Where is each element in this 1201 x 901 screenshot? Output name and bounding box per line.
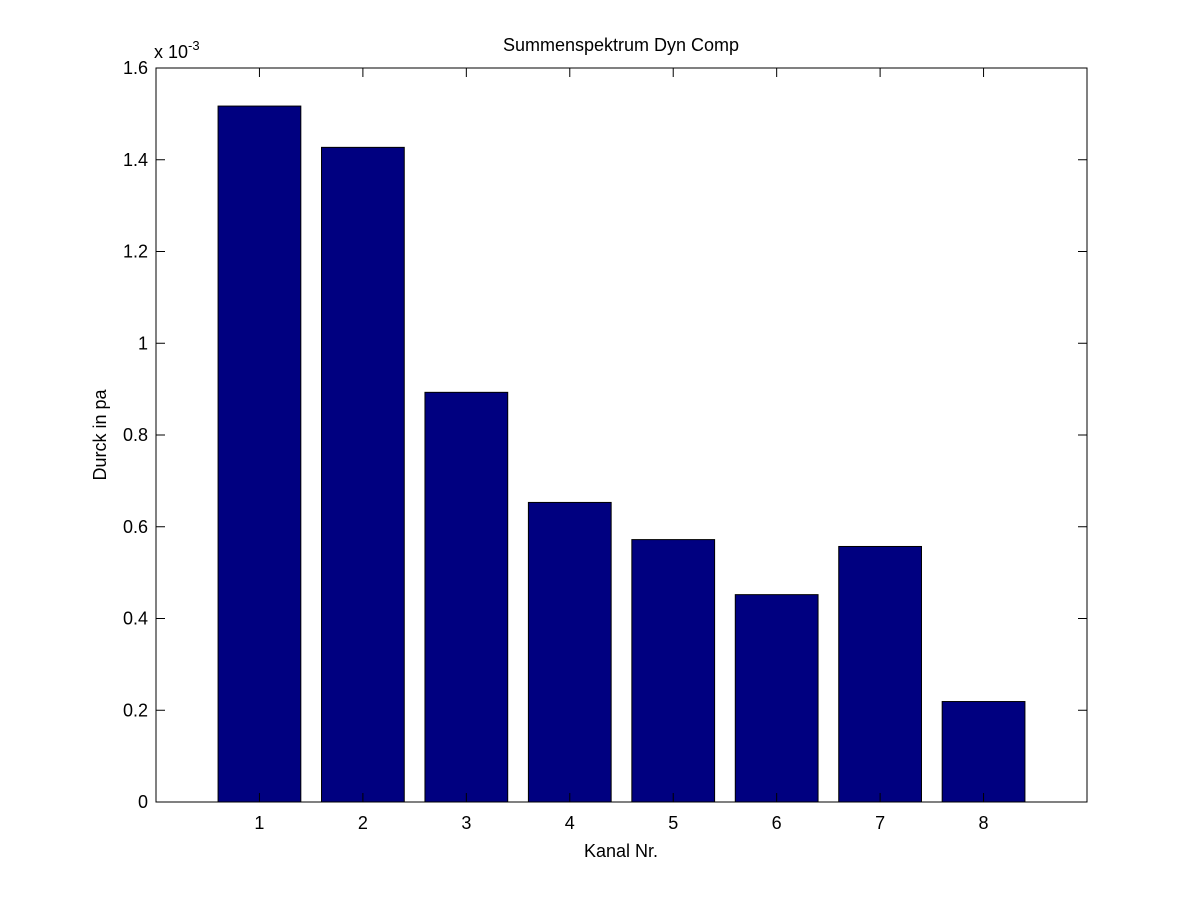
x-tick-label: 3	[461, 813, 471, 833]
x-tick-labels: 1 2 3 4 5 6 7 8	[254, 813, 988, 833]
bar-1	[217, 105, 302, 803]
y-tick-label: 1.4	[123, 150, 148, 170]
y-multiplier-exponent: -3	[188, 38, 200, 53]
x-tick-label: 6	[772, 813, 782, 833]
x-axis-label: Kanal Nr.	[584, 841, 658, 861]
bar-7	[838, 545, 922, 803]
bar-2	[321, 146, 405, 803]
bar-group	[217, 105, 1026, 803]
y-multiplier-base: x 10	[154, 42, 188, 62]
y-tick-label: 0.4	[123, 609, 148, 629]
bar-6	[734, 594, 819, 803]
bar-4	[527, 501, 612, 803]
x-tick-label: 1	[254, 813, 264, 833]
y-tick-label: 1.6	[123, 58, 148, 78]
y-tick-label: 0.8	[123, 425, 148, 445]
y-tick-label: 0.2	[123, 700, 148, 720]
bar-3	[424, 391, 509, 803]
x-tick-label: 8	[979, 813, 989, 833]
x-tick-label: 5	[668, 813, 678, 833]
y-tick-label: 0.6	[123, 517, 148, 537]
y-axis-label: Durck in pa	[90, 388, 110, 480]
y-tick-label: 1.2	[123, 242, 148, 262]
bar-5	[631, 539, 716, 803]
y-tick-label: 0	[138, 792, 148, 812]
x-tick-label: 7	[875, 813, 885, 833]
y-multiplier-label: x 10-3	[154, 38, 200, 62]
y-tick-label: 1	[138, 333, 148, 353]
x-tick-label: 4	[565, 813, 575, 833]
chart-title: Summenspektrum Dyn Comp	[503, 35, 739, 55]
axes-frame	[155, 67, 1088, 803]
x-tick-label: 2	[358, 813, 368, 833]
y-tick-labels: 0 0.2 0.4 0.6 0.8 1 1.2 1.4 1.6	[123, 58, 148, 812]
bar-8	[941, 701, 1026, 803]
